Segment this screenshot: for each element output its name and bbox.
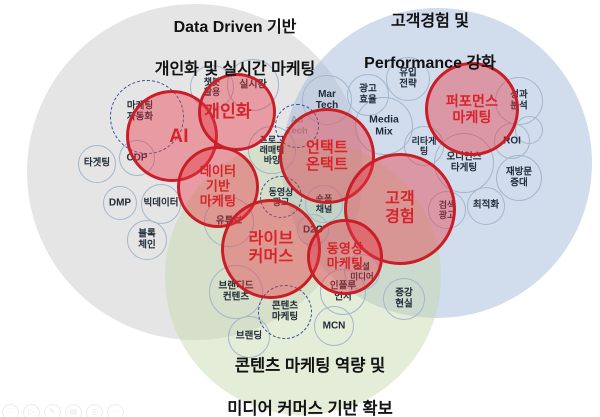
bubble-branding	[228, 316, 270, 358]
title-content: 콘텐츠 마케팅 역량 및 미디어 커머스 기반 확보	[178, 356, 442, 417]
bubble-personalization	[198, 73, 276, 151]
label-audience-targeting: 오디언스 타게팅	[446, 151, 482, 173]
label-customer-experience: 고객 경험	[385, 190, 415, 226]
bubble-live-commerce	[221, 199, 321, 299]
label-video-marketing: 동영상 마케팅	[326, 241, 364, 271]
bubble-revisit-increase	[496, 155, 542, 201]
edit-icon[interactable]: ✎	[44, 404, 61, 417]
title-content-line1: 콘텐츠 마케팅 역량 및	[234, 357, 386, 375]
label-ai: AI	[169, 126, 189, 148]
label-retargeting: 리타게 팅	[411, 135, 437, 156]
bubble-video-marketing	[307, 219, 383, 295]
title-performance: 고객경험 및 Performance 강화	[330, 12, 530, 74]
bubble-dmp	[103, 186, 137, 220]
label-inflow-strategy: 유입 전략	[399, 67, 417, 89]
title-data-driven-line1: Data Driven 기반	[173, 19, 297, 36]
bubble-performance-marketing	[425, 62, 519, 156]
label-optimization: 최적화	[472, 199, 500, 211]
like-icon[interactable]: ♡	[2, 404, 19, 417]
more-icon[interactable]: ⋯	[107, 404, 124, 417]
bubble-empty-circle-1	[515, 116, 543, 144]
bubble-mcn	[314, 306, 354, 346]
title-data-driven: Data Driven 기반 개인화 및 실시간 마케팅	[95, 18, 375, 80]
play-icon[interactable]: ▷	[23, 404, 40, 417]
label-mcn: MCN	[322, 320, 346, 332]
label-media-mix: Media Mix	[369, 113, 399, 137]
label-branded-content: 브랜디드 컨텐츠	[218, 280, 254, 302]
title-data-driven-line2: 개인화 및 실시간 마케팅	[154, 60, 316, 78]
label-data-based-marketing: 데이터 기반 마케팅	[199, 163, 237, 209]
label-performance-marketing: 퍼포먼스 마케팅	[445, 92, 499, 125]
label-personalization: 개인화	[204, 102, 252, 122]
watermark-toolbar: ♡ ▷ ✎ ▤ ◎ ⋯	[2, 404, 124, 417]
label-ad-efficiency: 광고 효율	[359, 83, 377, 105]
label-programmatic-buying: 프로그 래매틱 바잉	[259, 134, 285, 166]
label-untact-ontact: 언택트 온택트	[305, 138, 349, 173]
label-roi: ROI	[503, 135, 521, 147]
title-performance-line1: 고객경험 및	[390, 13, 470, 30]
bubble-inflow-strategy	[386, 57, 430, 101]
label-blockchain: 블록 체인	[138, 228, 156, 250]
label-content-marketing: 콘텐츠 마케팅	[271, 300, 299, 322]
label-branding: 브랜딩	[235, 330, 263, 342]
label-live-commerce: 라이브 커머스	[248, 230, 294, 266]
label-augmented-reality: 증강 현실	[395, 287, 413, 309]
bubble-optimization	[467, 187, 505, 225]
print-icon[interactable]: ▤	[65, 404, 82, 417]
bubble-augmented-reality	[383, 278, 425, 320]
label-martech: Mar Tech	[315, 88, 339, 111]
title-content-line2: 미디어 커머스 기반 확보	[227, 399, 393, 417]
label-performance-analysis: 성과 분석	[510, 89, 528, 111]
zoom-icon[interactable]: ◎	[86, 404, 103, 417]
label-targeting: 타겟팅	[83, 157, 111, 169]
title-performance-line2: Performance 강화	[364, 54, 496, 72]
bubble-targeting	[78, 145, 116, 183]
label-bigdata: 빅데이터	[143, 197, 179, 209]
label-revisit-increase: 재방문 증대	[505, 166, 533, 188]
bubble-blockchain	[127, 220, 167, 260]
label-dmp: DMP	[108, 197, 132, 209]
